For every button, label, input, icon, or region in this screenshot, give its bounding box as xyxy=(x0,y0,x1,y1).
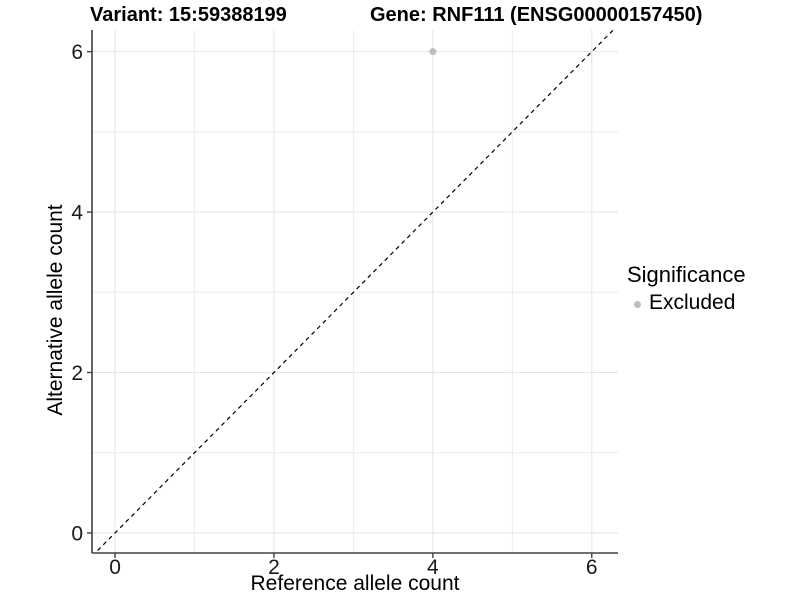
variant-title: Variant: 15:59388199 xyxy=(90,4,287,26)
legend-title: Significance xyxy=(627,262,746,287)
identity-reference-line xyxy=(94,30,615,553)
legend: Significance Excluded xyxy=(627,262,746,315)
data-point-excluded xyxy=(429,48,437,56)
x-tick-label: 6 xyxy=(586,556,598,579)
y-tick-label: 6 xyxy=(71,41,83,64)
y-tick-label: 4 xyxy=(71,202,83,225)
y-axis-title: Alternative allele count xyxy=(44,204,67,416)
legend-item-label: Excluded xyxy=(649,291,736,314)
legend-item-excluded: Excluded xyxy=(627,291,746,315)
y-tick-label: 0 xyxy=(71,522,83,545)
gene-title: Gene: RNF111 (ENSG00000157450) xyxy=(370,4,703,26)
legend-key-dot-icon xyxy=(634,300,641,308)
x-axis-title: Reference allele count xyxy=(250,572,460,595)
x-tick-label: 4 xyxy=(427,556,439,579)
x-tick-label: 2 xyxy=(268,556,280,579)
y-tick-label: 2 xyxy=(71,362,83,385)
x-tick-label: 0 xyxy=(109,556,121,579)
